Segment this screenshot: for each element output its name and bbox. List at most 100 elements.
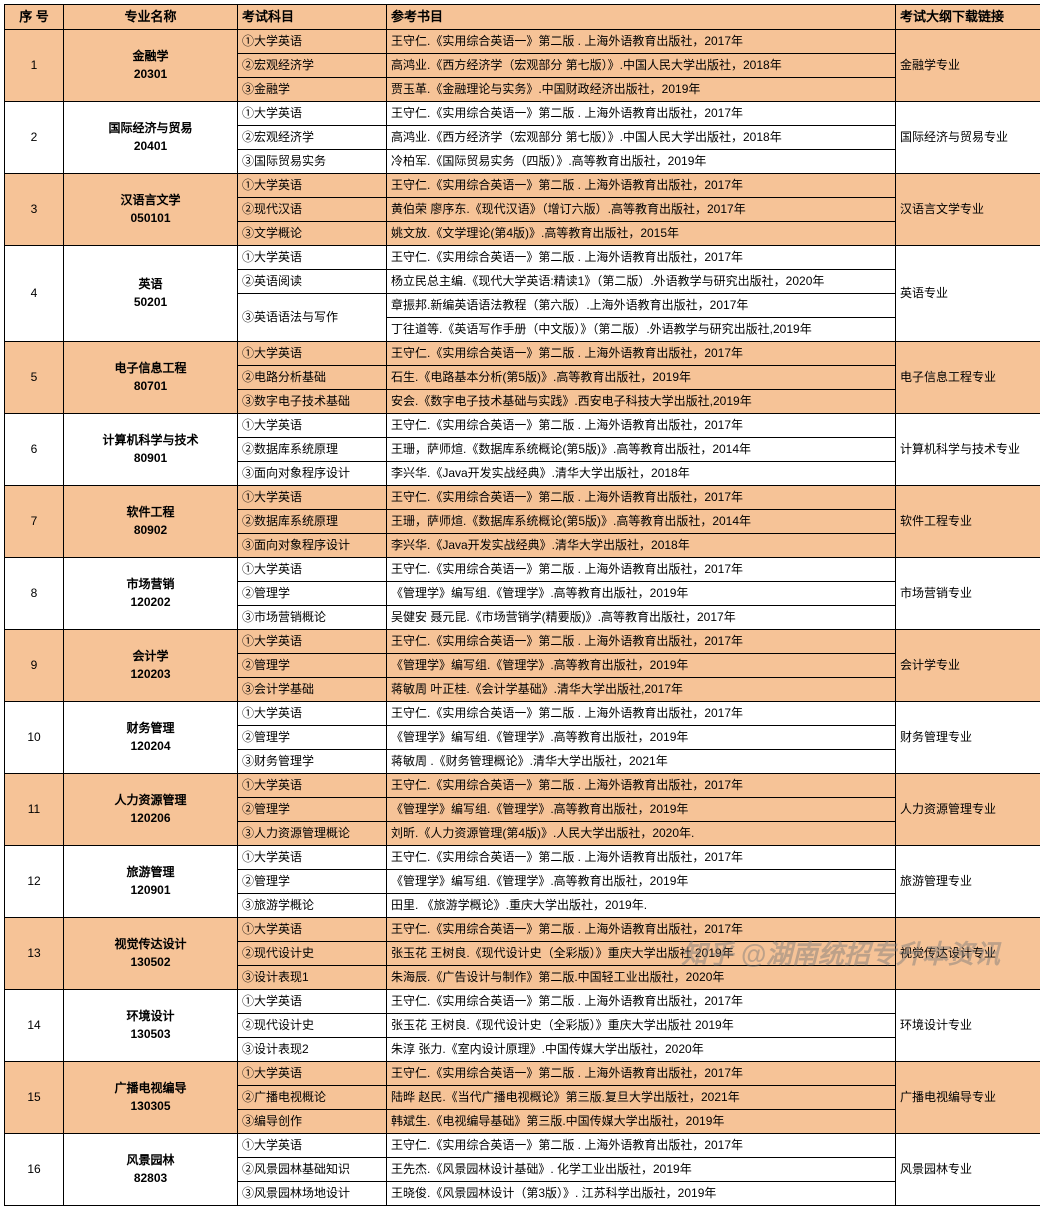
table-row: 1金融学20301①大学英语王守仁.《实用综合英语一》第二版 . 上海外语教育出… [5, 29, 1040, 53]
subject-cell: ①大学英语 [238, 701, 387, 725]
book-cell: 王守仁.《实用综合英语一》第二版 . 上海外语教育出版社，2017年 [387, 917, 896, 941]
seq-cell: 12 [5, 845, 64, 917]
header-link: 考试大纲下载链接 [896, 5, 1040, 30]
book-cell: 韩斌生.《电视编导基础》第三版.中国传媒大学出版社，2019年 [387, 1109, 896, 1133]
subject-cell: ③市场营销概论 [238, 605, 387, 629]
book-cell: 王守仁.《实用综合英语一》第二版 . 上海外语教育出版社，2017年 [387, 701, 896, 725]
subject-cell: ①大学英语 [238, 485, 387, 509]
book-cell: 章振邦.新编英语语法教程（第六版）.上海外语教育出版社，2017年 [387, 293, 896, 317]
major-cell: 人力资源管理120206 [64, 773, 238, 845]
subject-cell: ①大学英语 [238, 845, 387, 869]
book-cell: 张玉花 王树良.《现代设计史（全彩版）》重庆大学出版社 2019年 [387, 1013, 896, 1037]
link-cell[interactable]: 广播电视编导专业 [896, 1061, 1040, 1133]
seq-cell: 11 [5, 773, 64, 845]
subject-cell: ③文学概论 [238, 221, 387, 245]
link-cell[interactable]: 风景园林专业 [896, 1133, 1040, 1205]
subject-cell: ③财务管理学 [238, 749, 387, 773]
subject-cell: ②电路分析基础 [238, 365, 387, 389]
major-cell: 旅游管理120901 [64, 845, 238, 917]
link-cell[interactable]: 旅游管理专业 [896, 845, 1040, 917]
book-cell: 《管理学》编写组.《管理学》.高等教育出版社，2019年 [387, 725, 896, 749]
link-cell[interactable]: 国际经济与贸易专业 [896, 101, 1040, 173]
table-row: 14环境设计130503①大学英语王守仁.《实用综合英语一》第二版 . 上海外语… [5, 989, 1040, 1013]
book-cell: 王晓俊.《风景园林设计（第3版）》. 江苏科学出版社，2019年 [387, 1181, 896, 1205]
link-cell[interactable]: 会计学专业 [896, 629, 1040, 701]
link-cell[interactable]: 汉语言文学专业 [896, 173, 1040, 245]
seq-cell: 1 [5, 29, 64, 101]
subject-cell: ①大学英语 [238, 629, 387, 653]
subject-cell: ③设计表现1 [238, 965, 387, 989]
subject-cell: ①大学英语 [238, 1133, 387, 1157]
book-cell: 高鸿业.《西方经济学（宏观部分 第七版）》.中国人民大学出版社，2018年 [387, 125, 896, 149]
subject-cell: ③金融学 [238, 77, 387, 101]
major-cell: 汉语言文学050101 [64, 173, 238, 245]
subject-cell: ②宏观经济学 [238, 125, 387, 149]
link-cell[interactable]: 人力资源管理专业 [896, 773, 1040, 845]
subject-cell: ①大学英语 [238, 245, 387, 269]
subject-cell: ①大学英语 [238, 29, 387, 53]
subject-cell: ③面向对象程序设计 [238, 461, 387, 485]
link-cell[interactable]: 视觉传达设计专业 [896, 917, 1040, 989]
seq-cell: 10 [5, 701, 64, 773]
link-cell[interactable]: 计算机科学与技术专业 [896, 413, 1040, 485]
book-cell: 丁往道等.《英语写作手册（中文版）》（第二版）.外语教学与研究出版社,2019年 [387, 317, 896, 341]
book-cell: 李兴华.《Java开发实战经典》.清华大学出版社，2018年 [387, 533, 896, 557]
subject-cell: ③旅游学概论 [238, 893, 387, 917]
book-cell: 石生.《电路基本分析(第5版)》.高等教育出版社，2019年 [387, 365, 896, 389]
subject-cell: ①大学英语 [238, 557, 387, 581]
book-cell: 安会.《数字电子技术基础与实践》.西安电子科技大学出版社,2019年 [387, 389, 896, 413]
seq-cell: 14 [5, 989, 64, 1061]
seq-cell: 16 [5, 1133, 64, 1205]
book-cell: 陆晔 赵民.《当代广播电视概论》第三版.复旦大学出版社，2021年 [387, 1085, 896, 1109]
subject-cell: ②管理学 [238, 653, 387, 677]
book-cell: 吴健安 聂元昆.《市场营销学(精要版)》.高等教育出版社，2017年 [387, 605, 896, 629]
subject-cell: ③英语语法与写作 [238, 293, 387, 341]
subject-cell: ②管理学 [238, 797, 387, 821]
book-cell: 王守仁.《实用综合英语一》第二版 . 上海外语教育出版社，2017年 [387, 245, 896, 269]
link-cell[interactable]: 财务管理专业 [896, 701, 1040, 773]
table-row: 15广播电视编导130305①大学英语王守仁.《实用综合英语一》第二版 . 上海… [5, 1061, 1040, 1085]
subject-cell: ②管理学 [238, 581, 387, 605]
table-row: 12旅游管理120901①大学英语王守仁.《实用综合英语一》第二版 . 上海外语… [5, 845, 1040, 869]
subject-cell: ①大学英语 [238, 1061, 387, 1085]
link-cell[interactable]: 软件工程专业 [896, 485, 1040, 557]
book-cell: 王守仁.《实用综合英语一》第二版 . 上海外语教育出版社，2017年 [387, 341, 896, 365]
seq-cell: 4 [5, 245, 64, 341]
subject-cell: ③面向对象程序设计 [238, 533, 387, 557]
book-cell: 王守仁.《实用综合英语一》第二版 . 上海外语教育出版社，2017年 [387, 173, 896, 197]
book-cell: 王守仁.《实用综合英语一》第二版 . 上海外语教育出版社，2017年 [387, 629, 896, 653]
curriculum-table: 序 号 专业名称 考试科目 参考书目 考试大纲下载链接 1金融学20301①大学… [4, 4, 1040, 1206]
link-cell[interactable]: 市场营销专业 [896, 557, 1040, 629]
book-cell: 《管理学》编写组.《管理学》.高等教育出版社，2019年 [387, 581, 896, 605]
subject-cell: ②管理学 [238, 725, 387, 749]
book-cell: 王守仁.《实用综合英语一》第二版 . 上海外语教育出版社，2017年 [387, 557, 896, 581]
major-cell: 风景园林82803 [64, 1133, 238, 1205]
link-cell[interactable]: 电子信息工程专业 [896, 341, 1040, 413]
major-cell: 英语50201 [64, 245, 238, 341]
seq-cell: 7 [5, 485, 64, 557]
book-cell: 王先杰.《风景园林设计基础》. 化学工业出版社，2019年 [387, 1157, 896, 1181]
subject-cell: ①大学英语 [238, 989, 387, 1013]
seq-cell: 6 [5, 413, 64, 485]
table-row: 13视觉传达设计130502①大学英语王守仁.《实用综合英语一》第二版 . 上海… [5, 917, 1040, 941]
link-cell[interactable]: 环境设计专业 [896, 989, 1040, 1061]
table-row: 16风景园林82803①大学英语王守仁.《实用综合英语一》第二版 . 上海外语教… [5, 1133, 1040, 1157]
book-cell: 黄伯荣 廖序东.《现代汉语》（增订六版）.高等教育出版社，2017年 [387, 197, 896, 221]
major-cell: 国际经济与贸易20401 [64, 101, 238, 173]
subject-cell: ③会计学基础 [238, 677, 387, 701]
major-cell: 视觉传达设计130502 [64, 917, 238, 989]
book-cell: 王守仁.《实用综合英语一》第二版 . 上海外语教育出版社，2017年 [387, 101, 896, 125]
subject-cell: ③国际贸易实务 [238, 149, 387, 173]
link-cell[interactable]: 金融学专业 [896, 29, 1040, 101]
subject-cell: ②风景园林基础知识 [238, 1157, 387, 1181]
subject-cell: ②英语阅读 [238, 269, 387, 293]
book-cell: 朱海辰.《广告设计与制作》第二版.中国轻工业出版社，2020年 [387, 965, 896, 989]
book-cell: 王守仁.《实用综合英语一》第二版 . 上海外语教育出版社，2017年 [387, 773, 896, 797]
book-cell: 王守仁.《实用综合英语一》第二版 . 上海外语教育出版社，2017年 [387, 1061, 896, 1085]
table-row: 4 英语50201 ①大学英语王守仁.《实用综合英语一》第二版 . 上海外语教育… [5, 245, 1040, 269]
book-cell: 王守仁.《实用综合英语一》第二版 . 上海外语教育出版社，2017年 [387, 485, 896, 509]
link-cell[interactable]: 英语专业 [896, 245, 1040, 341]
subject-cell: ②广播电视概论 [238, 1085, 387, 1109]
subject-cell: ②现代设计史 [238, 941, 387, 965]
seq-cell: 2 [5, 101, 64, 173]
